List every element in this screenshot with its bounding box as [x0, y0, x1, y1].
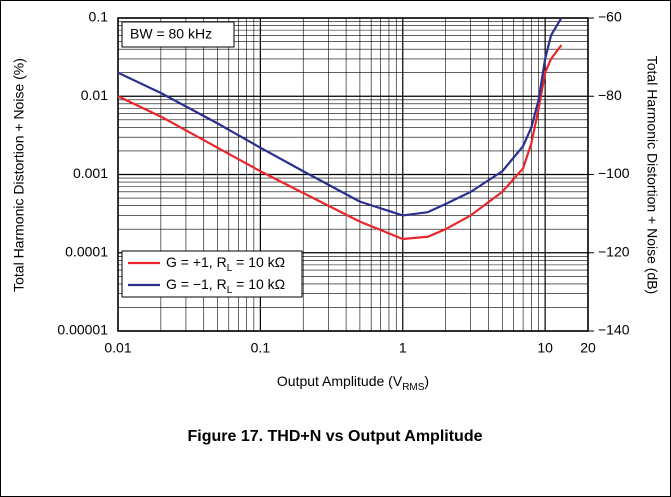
y-tick-label: 0.01: [81, 87, 108, 103]
y-tick-label: 0.00001: [57, 322, 108, 338]
y2-tick-label: −100: [598, 165, 630, 181]
legend-label: G = −1, RL = 10 kΩ: [166, 276, 285, 296]
x-axis-label-part: ): [424, 373, 429, 389]
caption: Figure 17. THD+N vs Output Amplitude: [188, 428, 483, 445]
legend-box: [121, 250, 303, 298]
y-tick-label: 0.1: [89, 9, 109, 25]
x-tick-label: 10: [537, 340, 553, 356]
legend-label-part: L: [227, 263, 233, 274]
series-line: [117, 17, 563, 217]
x-axis-label: Output Amplitude (VRMS): [277, 373, 429, 393]
y2-tick-label: −60: [598, 9, 622, 25]
y2-tick-label: −140: [598, 322, 630, 338]
x-tick-label: 20: [580, 340, 596, 356]
x-tick-label: 1: [399, 340, 407, 356]
legend-label-part: = 10 kΩ: [232, 254, 285, 270]
series-line: [117, 44, 563, 241]
y-axis-label: Total Harmonic Distortion + Noise (%): [11, 58, 27, 292]
x-tick-label: 0.1: [251, 340, 271, 356]
plot-border: [117, 17, 589, 332]
legend-label-part: G = −1, R: [166, 276, 227, 292]
y2-tick-label: −120: [598, 243, 630, 259]
y-tick-label: 0.001: [73, 165, 108, 181]
x-tick-label: 0.01: [104, 340, 131, 356]
annotation-box: [121, 21, 235, 48]
legend-label-part: G = +1, R: [166, 254, 227, 270]
legend-label-part: L: [227, 285, 233, 296]
y2-tick-label: −80: [598, 87, 622, 103]
legend-label-part: = 10 kΩ: [232, 276, 285, 292]
annotation: BW = 80 kHz: [130, 26, 212, 42]
legend-label: G = +1, RL = 10 kΩ: [166, 254, 285, 274]
x-axis-label-part: Output Amplitude (V: [277, 373, 403, 389]
y2-axis-label: Total Harmonic Distortion + Noise (dB): [644, 56, 660, 294]
x-axis-label-part: RMS: [402, 382, 425, 393]
y-tick-label: 0.0001: [65, 243, 108, 259]
